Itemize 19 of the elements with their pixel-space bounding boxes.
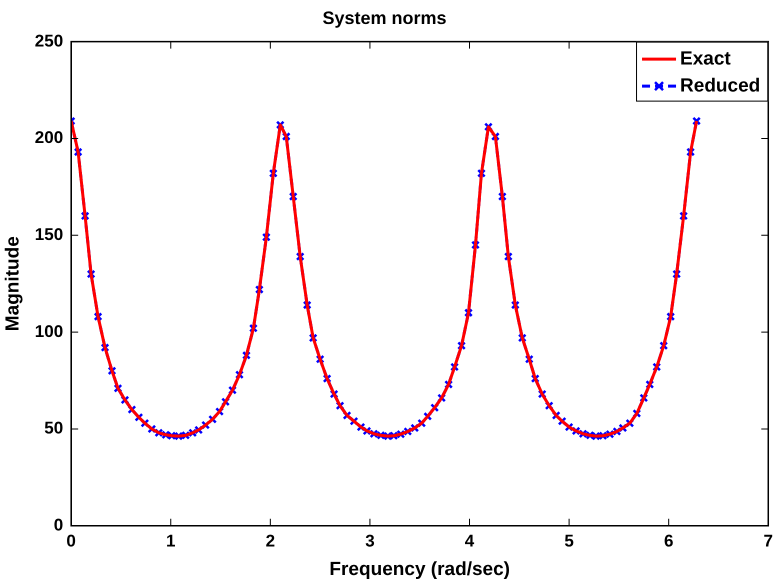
y-tick-label: 200 <box>34 128 64 148</box>
y-tick-label: 0 <box>54 515 64 534</box>
chart-title: System norms <box>322 8 447 28</box>
legend-label: Reduced <box>680 75 760 96</box>
x-tick-label: 3 <box>365 532 375 551</box>
x-tick-label: 5 <box>564 532 574 551</box>
y-axis-title: Magnitude <box>2 236 24 332</box>
x-tick-label: 7 <box>764 532 774 551</box>
y-tick-label: 100 <box>34 322 64 341</box>
y-tick-label: 50 <box>44 418 64 438</box>
x-tick-label: 0 <box>66 532 76 551</box>
x-tick-label: 1 <box>166 532 176 551</box>
x-tick-label: 2 <box>266 532 276 551</box>
y-tick-label: 150 <box>34 224 64 244</box>
y-tick-label: 250 <box>34 31 64 50</box>
x-tick-label: 6 <box>664 532 674 551</box>
x-axis-title: Frequency (rad/sec) <box>329 558 510 580</box>
x-tick-label: 4 <box>464 532 475 551</box>
legend-label: Exact <box>680 48 732 70</box>
